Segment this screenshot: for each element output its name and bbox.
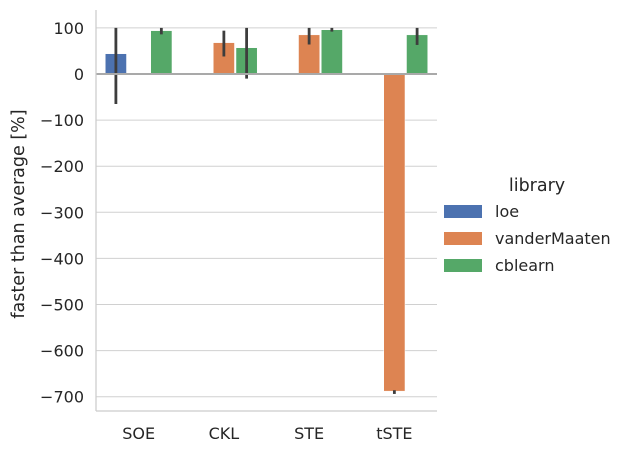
legend-label: vanderMaaten [495, 229, 611, 248]
y-tick-label: −200 [40, 157, 84, 176]
y-tick-label: −400 [40, 249, 84, 268]
bar [320, 29, 343, 75]
legend-label: loe [495, 202, 519, 221]
legend-swatch [444, 232, 482, 245]
x-tick-label: SOE [122, 424, 155, 443]
y-tick-label: −300 [40, 203, 84, 222]
legend-label: cblearn [495, 256, 554, 275]
bars [105, 29, 428, 392]
bar [150, 30, 173, 75]
y-tick-label: 0 [74, 65, 84, 84]
x-tick-label: tSTE [376, 424, 412, 443]
legend-swatch [444, 205, 482, 218]
y-tick-label: −500 [40, 296, 84, 315]
x-tick-labels: SOE CKL STE tSTE [122, 424, 412, 443]
error-bars [114, 27, 419, 394]
axes [95, 10, 437, 412]
legend-swatch [444, 259, 482, 272]
y-tick-labels: 100 0 −100 −200 −300 −400 −500 −600 −700 [40, 19, 84, 407]
y-tick-label: −100 [40, 111, 84, 130]
legend: library loe vanderMaaten cblearn [444, 176, 611, 275]
y-tick-label: 100 [53, 19, 84, 38]
y-axis-label: faster than average [%] [9, 109, 29, 318]
x-tick-label: STE [294, 424, 324, 443]
legend-title: library [509, 176, 565, 196]
y-tick-label: −700 [40, 388, 84, 407]
bar [383, 73, 406, 392]
y-tick-label: −600 [40, 342, 84, 361]
x-tick-label: CKL [209, 424, 240, 443]
